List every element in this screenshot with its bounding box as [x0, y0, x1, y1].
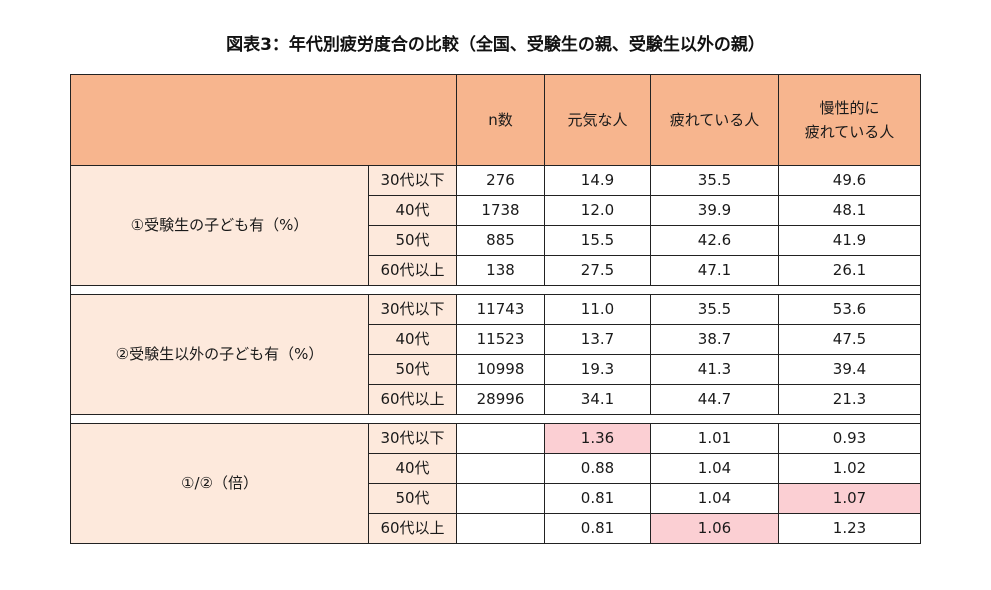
value-cell: 35.5 [650, 294, 779, 325]
value-cell: 1.23 [778, 513, 921, 544]
group-spacer-cell [70, 414, 921, 424]
value-cell: 11743 [456, 294, 545, 325]
value-cell: 39.4 [778, 354, 921, 385]
value-cell: 10998 [456, 354, 545, 385]
table-row: 40代 1738 12.0 39.9 48.1 [71, 195, 921, 226]
header-cell-line: 元気な人 [567, 111, 628, 129]
value-cell: 1738 [456, 195, 545, 226]
value-cell: 12.0 [544, 195, 651, 226]
table-row: ①/②（倍） 30代以下 1.36 1.01 0.93 [70, 423, 921, 544]
value-cell: 27.5 [544, 255, 651, 286]
age-label: 40代 [368, 195, 457, 226]
age-label: 50代 [368, 225, 457, 256]
group-label: ①/②（倍） [70, 423, 369, 544]
value-cell: 19.3 [544, 354, 651, 385]
value-cell: 53.6 [778, 294, 921, 325]
value-cell [456, 513, 545, 544]
value-cell: 1.06 [650, 513, 779, 544]
table-row: ①受験生の子ども有（%） 30代以下 276 14.9 35.5 49.6 [70, 165, 921, 286]
header-corner-cell [70, 74, 457, 166]
age-label: 40代 [368, 453, 457, 484]
header-cell-line: 疲れている人 [804, 123, 895, 141]
table-row: 50代 885 15.5 42.6 41.9 [71, 225, 921, 256]
value-cell: 13.7 [544, 324, 651, 355]
header-cell: n数 [456, 74, 545, 166]
value-cell: 41.3 [650, 354, 779, 385]
table-row: 50代 0.81 1.04 1.07 [71, 483, 921, 514]
value-cell: 28996 [456, 384, 545, 415]
value-cell: 21.3 [778, 384, 921, 415]
value-cell: 138 [456, 255, 545, 286]
value-cell: 49.6 [778, 165, 921, 196]
value-cell: 44.7 [650, 384, 779, 415]
age-label: 50代 [368, 483, 457, 514]
age-label: 30代以下 [368, 294, 457, 325]
value-cell: 26.1 [778, 255, 921, 286]
value-cell [456, 483, 545, 514]
value-cell: 39.9 [650, 195, 779, 226]
group-spacer-row [70, 414, 921, 424]
table-row: 60代以上 0.81 1.06 1.23 [71, 513, 921, 544]
value-cell: 47.1 [650, 255, 779, 286]
value-cell: 1.02 [778, 453, 921, 484]
value-cell: 11.0 [544, 294, 651, 325]
group-label: ①受験生の子ども有（%） [70, 165, 369, 286]
group-label: ②受験生以外の子ども有（%） [70, 294, 369, 415]
fatigue-comparison-table: n数 元気な人 疲れている人 慢性的に 疲れている人 ①受験生の子ども有（%） 30代以下 2… [70, 74, 921, 544]
table-row: 60代以上 28996 34.1 44.7 21.3 [71, 384, 921, 415]
group-spacer-row [70, 285, 921, 295]
age-label: 60代以上 [368, 384, 457, 415]
value-cell [456, 423, 545, 454]
header-cell: 元気な人 [544, 74, 651, 166]
table-row: ②受験生以外の子ども有（%） 30代以下 11743 11.0 35.5 53.6 [70, 294, 921, 415]
value-cell: 47.5 [778, 324, 921, 355]
table-row: 40代 0.88 1.04 1.02 [71, 453, 921, 484]
header-cell-line: 慢性的に [819, 99, 880, 117]
value-cell: 38.7 [650, 324, 779, 355]
age-label: 60代以上 [368, 255, 457, 286]
value-cell: 11523 [456, 324, 545, 355]
value-cell: 885 [456, 225, 545, 256]
value-cell: 35.5 [650, 165, 779, 196]
value-cell: 0.88 [544, 453, 651, 484]
table-row: 50代 10998 19.3 41.3 39.4 [71, 354, 921, 385]
value-cell: 42.6 [650, 225, 779, 256]
age-label: 40代 [368, 324, 457, 355]
age-label: 30代以下 [368, 165, 457, 196]
value-cell: 1.07 [778, 483, 921, 514]
age-label: 60代以上 [368, 513, 457, 544]
value-cell: 1.36 [544, 423, 651, 454]
age-label: 30代以下 [368, 423, 457, 454]
header-cell-line: 疲れている人 [669, 111, 760, 129]
value-cell: 276 [456, 165, 545, 196]
table-row: 60代以上 138 27.5 47.1 26.1 [71, 255, 921, 286]
group-spacer-cell [70, 285, 921, 295]
value-cell: 1.01 [650, 423, 779, 454]
value-cell: 41.9 [778, 225, 921, 256]
header-cell: 疲れている人 [650, 74, 779, 166]
value-cell [456, 453, 545, 484]
value-cell: 0.81 [544, 483, 651, 514]
table-row: 40代 11523 13.7 38.7 47.5 [71, 324, 921, 355]
header-row: n数 元気な人 疲れている人 慢性的に 疲れている人 [70, 74, 921, 166]
value-cell: 34.1 [544, 384, 651, 415]
table-body: n数 元気な人 疲れている人 慢性的に 疲れている人 ①受験生の子ども有（%） 30代以下 2… [70, 74, 921, 544]
age-label: 50代 [368, 354, 457, 385]
value-cell: 15.5 [544, 225, 651, 256]
value-cell: 14.9 [544, 165, 651, 196]
value-cell: 1.04 [650, 453, 779, 484]
table-title: 図表3：年代別疲労度合の比較（全国、受験生の親、受験生以外の親） [226, 35, 765, 55]
value-cell: 0.81 [544, 513, 651, 544]
value-cell: 1.04 [650, 483, 779, 514]
value-cell: 48.1 [778, 195, 921, 226]
header-cell-line: n数 [488, 111, 513, 129]
value-cell: 0.93 [778, 423, 921, 454]
header-cell: 慢性的に疲れている人 [778, 74, 921, 166]
